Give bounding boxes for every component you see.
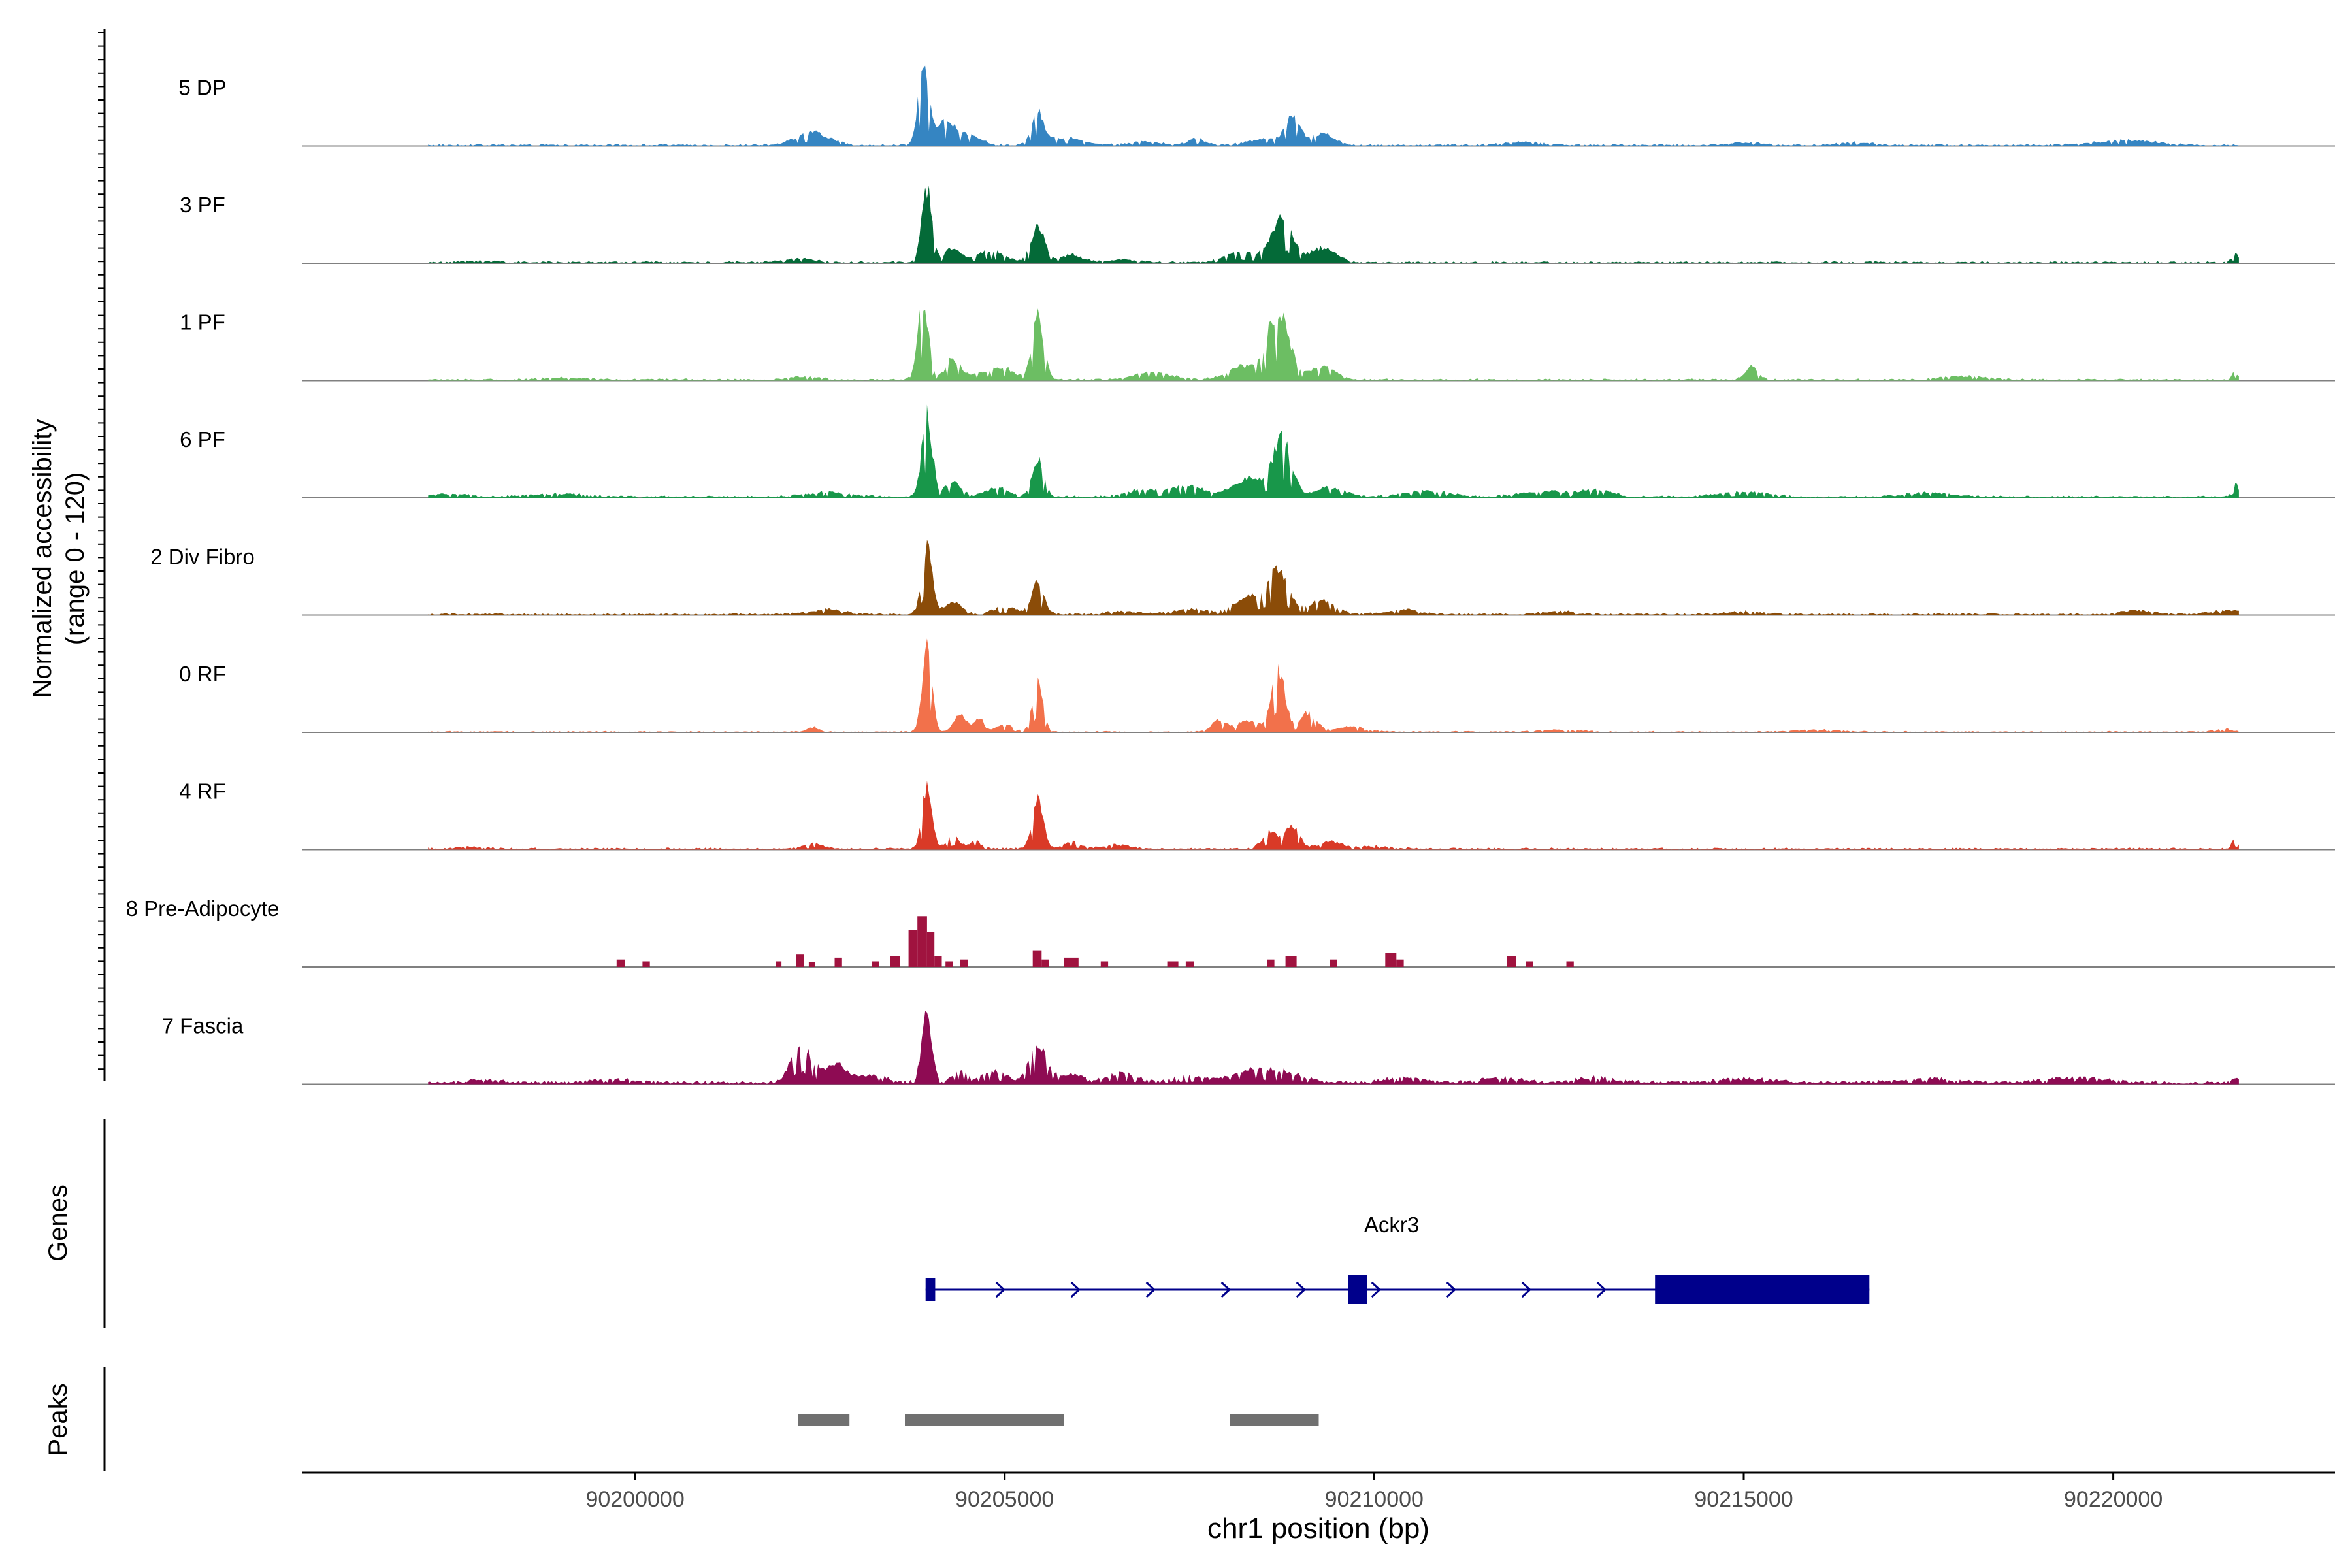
coverage-block bbox=[834, 957, 842, 967]
track-8-pre-adipocyte: 8 Pre-Adipocyte bbox=[126, 896, 2335, 968]
strand-arrow-icon bbox=[1596, 1281, 1607, 1298]
coverage-block bbox=[1566, 961, 1574, 967]
coverage-block bbox=[1385, 953, 1397, 967]
peak-regions bbox=[798, 1414, 1319, 1426]
coverage-block bbox=[616, 959, 625, 967]
track-4-rf: 4 RF bbox=[179, 779, 2335, 851]
peak-region bbox=[1230, 1414, 1319, 1426]
x-tick-label: 90205000 bbox=[955, 1487, 1054, 1512]
gene-exon bbox=[1348, 1275, 1367, 1304]
coverage-block bbox=[1100, 961, 1109, 967]
coverage-block bbox=[642, 961, 650, 967]
peak-region bbox=[798, 1414, 850, 1426]
strand-arrow-icon bbox=[1521, 1281, 1531, 1298]
strand-arrow-icon bbox=[1145, 1281, 1156, 1298]
coverage-tracks: 5 DP 3 PF 1 PF 6 PF 2 Div Fibro 0 RF 4 RF 8 Pre… bbox=[126, 65, 2335, 1085]
track-label: 4 RF bbox=[179, 779, 226, 804]
gene-label: Ackr3 bbox=[1364, 1213, 1419, 1237]
x-tick-label: 90200000 bbox=[585, 1487, 684, 1512]
coverage-block bbox=[926, 932, 935, 967]
coverage-block bbox=[934, 956, 942, 967]
coverage-block bbox=[1507, 956, 1516, 967]
y-axis-label-line2: (range 0 - 120) bbox=[61, 472, 90, 645]
coverage-block bbox=[1185, 961, 1194, 967]
x-tick-label: 90210000 bbox=[1325, 1487, 1424, 1512]
track-label: 1 PF bbox=[180, 310, 225, 335]
peak-region bbox=[905, 1414, 1064, 1426]
x-tick-label: 90220000 bbox=[2064, 1487, 2163, 1512]
strand-arrow-icon bbox=[1220, 1281, 1231, 1298]
strand-arrow-icon bbox=[995, 1281, 1005, 1298]
genes-track-label: Genes bbox=[44, 1184, 73, 1262]
coverage-block bbox=[1285, 956, 1297, 967]
coverage-block bbox=[808, 962, 815, 967]
strand-arrow-icon bbox=[1070, 1281, 1081, 1298]
strand-arrow-icon bbox=[1446, 1281, 1456, 1298]
coverage-block bbox=[1064, 957, 1079, 967]
y-axis-label-line1: Normalized accessibility bbox=[28, 419, 57, 698]
gene-model: Ackr3 bbox=[925, 1213, 1870, 1304]
coverage-block bbox=[1396, 959, 1404, 967]
track-7-fascia: 7 Fascia bbox=[162, 1011, 2335, 1085]
track-6-pf: 6 PF bbox=[180, 404, 2335, 498]
coverage-block bbox=[796, 954, 804, 967]
coverage-block bbox=[1167, 961, 1179, 967]
track-5-dp: 5 DP bbox=[178, 65, 2335, 147]
track-label: 7 Fascia bbox=[162, 1014, 244, 1038]
track-2-div-fibro: 2 Div Fibro bbox=[150, 540, 2335, 616]
coverage-block bbox=[960, 959, 968, 967]
track-label: 5 DP bbox=[178, 76, 226, 100]
strand-arrow-icon bbox=[1371, 1281, 1381, 1298]
gene-exon bbox=[1655, 1275, 1870, 1304]
coverage-block bbox=[945, 961, 953, 967]
strand-arrow-icon bbox=[1296, 1281, 1306, 1298]
x-axis-ticks: 90200000 90205000 90210000 90215000 90220000 bbox=[585, 1473, 2163, 1512]
track-3-pf: 3 PF bbox=[180, 186, 2335, 264]
x-axis-label: chr1 position (bp) bbox=[1207, 1512, 1429, 1544]
coverage-block bbox=[1267, 959, 1275, 967]
track-label: 6 PF bbox=[180, 427, 225, 451]
coverage-block bbox=[1330, 959, 1337, 967]
track-label: 2 Div Fibro bbox=[150, 545, 255, 569]
coverage-block bbox=[917, 916, 927, 967]
coverage-block bbox=[776, 961, 782, 967]
coverage-block bbox=[872, 961, 879, 967]
coverage-block bbox=[1032, 950, 1042, 967]
x-tick-label: 90215000 bbox=[1694, 1487, 1793, 1512]
peaks-track-label: Peaks bbox=[44, 1383, 73, 1456]
gene-exon bbox=[925, 1278, 936, 1301]
track-1-pf: 1 PF bbox=[180, 308, 2335, 382]
coverage-block bbox=[890, 956, 900, 967]
coverage-block bbox=[1526, 961, 1533, 967]
track-label: 8 Pre-Adipocyte bbox=[126, 896, 280, 921]
track-label: 3 PF bbox=[180, 193, 225, 217]
coverage-block bbox=[1041, 959, 1049, 967]
track-0-rf: 0 RF bbox=[179, 638, 2335, 733]
coverage-block bbox=[908, 930, 918, 967]
coverage-y-ticks bbox=[98, 32, 105, 1070]
track-label: 0 RF bbox=[179, 662, 226, 686]
